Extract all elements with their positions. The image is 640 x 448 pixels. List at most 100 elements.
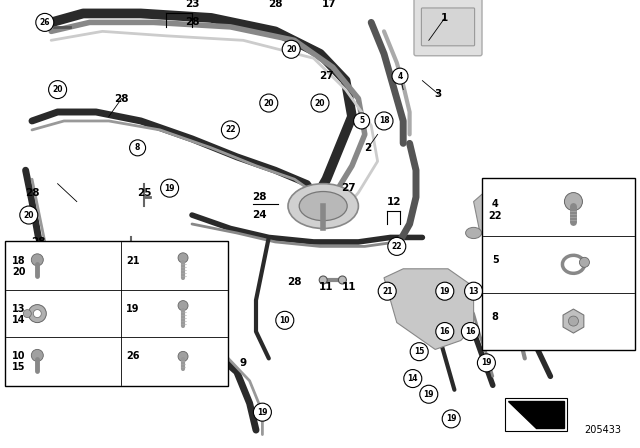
Circle shape (178, 253, 188, 263)
Circle shape (164, 183, 175, 193)
Circle shape (20, 206, 38, 224)
Text: 22: 22 (488, 211, 502, 220)
Text: 28: 28 (115, 94, 129, 103)
Ellipse shape (288, 184, 358, 228)
Text: 19: 19 (68, 255, 79, 264)
Text: 6: 6 (179, 268, 186, 278)
Circle shape (225, 125, 236, 135)
Text: 20: 20 (315, 99, 325, 108)
Text: 20: 20 (286, 45, 296, 54)
Text: 12: 12 (387, 197, 401, 207)
Text: 28: 28 (268, 0, 282, 9)
Circle shape (28, 305, 46, 323)
Text: 13: 13 (468, 287, 479, 296)
Polygon shape (384, 269, 474, 349)
Text: 4: 4 (397, 72, 403, 81)
Circle shape (461, 323, 479, 340)
Text: 7: 7 (121, 241, 129, 251)
Circle shape (227, 127, 234, 133)
Text: 16: 16 (440, 327, 450, 336)
Ellipse shape (466, 228, 482, 238)
Text: 23: 23 (185, 0, 199, 9)
Text: 19: 19 (164, 184, 175, 193)
FancyBboxPatch shape (504, 398, 568, 431)
Circle shape (282, 40, 300, 58)
Text: 28: 28 (185, 17, 199, 27)
Circle shape (166, 185, 173, 191)
Text: 8: 8 (492, 312, 499, 322)
Circle shape (579, 257, 589, 267)
Circle shape (392, 68, 408, 84)
Circle shape (65, 251, 83, 269)
Circle shape (31, 349, 44, 362)
Text: 19: 19 (257, 408, 268, 417)
Circle shape (404, 370, 422, 388)
Text: 20: 20 (264, 99, 274, 108)
Circle shape (477, 354, 495, 372)
Polygon shape (508, 401, 564, 428)
Circle shape (388, 237, 406, 255)
Text: 15: 15 (414, 347, 424, 356)
FancyBboxPatch shape (414, 0, 482, 56)
Text: 5: 5 (492, 255, 499, 265)
Text: 19: 19 (126, 304, 140, 314)
Text: 22: 22 (523, 300, 533, 309)
Circle shape (420, 385, 438, 403)
Text: 20: 20 (24, 211, 34, 220)
Circle shape (221, 121, 239, 139)
Circle shape (161, 179, 179, 197)
Text: 2: 2 (364, 143, 372, 153)
Circle shape (31, 254, 44, 266)
Circle shape (266, 100, 272, 106)
Circle shape (519, 296, 537, 314)
FancyBboxPatch shape (5, 241, 228, 386)
Circle shape (382, 286, 392, 296)
Polygon shape (474, 179, 550, 251)
Text: 26: 26 (126, 351, 140, 362)
Text: 16: 16 (465, 327, 476, 336)
Circle shape (178, 351, 188, 362)
Circle shape (264, 98, 274, 108)
Text: 20: 20 (52, 85, 63, 94)
Text: 27: 27 (342, 183, 356, 193)
Text: 5: 5 (359, 116, 364, 125)
Circle shape (286, 44, 296, 54)
Text: 8: 8 (135, 143, 140, 152)
Circle shape (319, 276, 327, 284)
Text: 28: 28 (25, 188, 39, 198)
Text: 24: 24 (252, 210, 266, 220)
Text: 3: 3 (435, 89, 442, 99)
Circle shape (23, 310, 31, 318)
Text: 4: 4 (492, 198, 499, 209)
Circle shape (375, 112, 393, 130)
FancyBboxPatch shape (421, 8, 475, 46)
Circle shape (436, 323, 454, 340)
Circle shape (33, 310, 42, 318)
Text: 19: 19 (424, 390, 434, 399)
Circle shape (568, 316, 579, 326)
Text: 18: 18 (12, 256, 26, 266)
Text: 22: 22 (392, 242, 402, 251)
Text: 15: 15 (12, 362, 26, 372)
Circle shape (49, 81, 67, 99)
Circle shape (384, 288, 390, 294)
Text: 29: 29 (534, 179, 548, 189)
Text: 21: 21 (382, 287, 392, 296)
Circle shape (353, 113, 370, 129)
Circle shape (442, 410, 460, 428)
Text: 14: 14 (12, 314, 26, 325)
Text: 28: 28 (252, 192, 266, 202)
Circle shape (436, 282, 454, 300)
Text: 11: 11 (342, 282, 356, 292)
Text: 22: 22 (225, 125, 236, 134)
Circle shape (260, 94, 278, 112)
Text: 14: 14 (408, 374, 418, 383)
Text: 13: 13 (12, 304, 26, 314)
Text: 19: 19 (481, 358, 492, 367)
Text: 10: 10 (280, 316, 290, 325)
Circle shape (339, 276, 346, 284)
Text: 10: 10 (12, 351, 26, 362)
Text: 18: 18 (379, 116, 389, 125)
Text: 25: 25 (137, 188, 151, 198)
Text: 19: 19 (440, 287, 450, 296)
